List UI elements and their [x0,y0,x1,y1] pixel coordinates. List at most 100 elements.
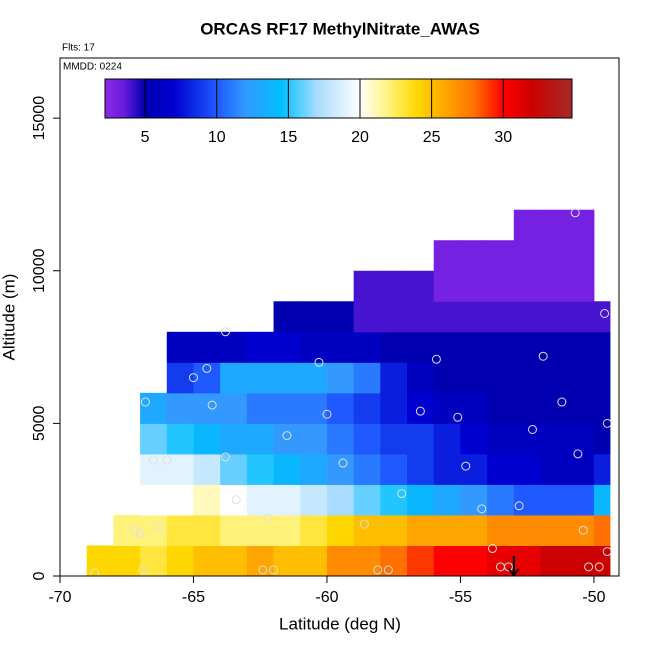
heat-cell [273,484,301,516]
heat-cell [273,301,301,333]
heat-cell [380,453,408,485]
heat-cell [140,545,168,576]
sample-point [140,397,150,407]
sample-point [263,513,273,523]
heat-cell [567,453,595,485]
heat-cell [567,331,595,363]
heat-cell [460,240,488,272]
heat-cell [193,392,221,424]
y-tick-label: 15000 [31,96,48,141]
heat-cell [567,423,595,455]
heat-cell [460,392,488,424]
sample-point [602,547,612,557]
heat-cell [193,331,221,363]
heat-cell [487,392,515,424]
heat-cell [567,545,595,576]
heat-cell [487,484,515,516]
heat-cell [460,484,488,516]
heat-cell [140,514,168,546]
heat-cell [407,270,435,302]
heat-cell [326,423,355,455]
y-tick-label: 0 [31,571,48,580]
sample-point [461,461,471,471]
heat-cell [246,392,275,424]
heat-cell [460,423,488,455]
heat-cell [407,453,435,485]
colorbar-fill [104,78,573,119]
heat-cell [487,270,515,302]
heat-cell [353,301,381,333]
heat-cell [567,484,595,516]
heat-cell [326,392,355,424]
colorbar-tick-label: 5 [141,129,150,146]
arrow-head [508,568,520,577]
sample-point [258,565,268,575]
heat-cell [193,362,221,394]
sample-point [282,431,292,441]
heat-cell [140,423,168,455]
heat-cell [220,514,248,546]
heatmap [86,208,612,576]
heat-cell [353,453,381,485]
heat-cell [433,514,461,546]
heat-cell [380,362,408,394]
heat-cell [540,453,568,485]
heat-cell [326,514,355,546]
heat-cell [246,423,275,455]
heat-cell [513,209,542,241]
sample-point [453,412,463,422]
heat-cell [326,453,355,485]
heat-cell [140,484,168,516]
heat-cell [567,392,595,424]
heat-cell [407,362,435,394]
heat-cell [300,545,328,576]
x-tick-label: -50 [582,589,605,606]
heat-cell [220,453,248,485]
heat-cell [460,270,488,302]
heat-cell [487,240,515,272]
heat-cell [166,392,194,424]
heat-cell [567,362,595,394]
heat-cell [300,423,328,455]
heat-cell [460,514,488,546]
heat-cell [433,362,461,394]
plot-frame [59,57,620,577]
annotation: MMDD: 0224 [63,62,122,73]
heat-cell [513,545,542,576]
heat-cell [487,362,515,394]
sample-point [130,525,140,535]
sample-point [538,351,548,361]
sample-point [221,452,231,462]
sample-point [231,495,241,505]
heat-cell [593,453,611,485]
x-axis-label: Latitude (deg N) [279,614,401,633]
heat-cell [407,392,435,424]
heat-cell [353,484,381,516]
sample-point [600,308,610,318]
heat-cell [220,484,248,516]
y-tick-label: 10000 [31,248,48,293]
colorbar: 5 10 15 20 25 30 [104,78,573,146]
heat-cell [273,514,301,546]
heat-cell [246,362,275,394]
heat-cell [540,331,568,363]
heat-cell [460,301,488,333]
heat-cell [300,362,328,394]
colorbar-tick-label: 20 [351,129,369,146]
heat-cell [380,392,408,424]
heat-cell [513,484,542,516]
heat-cell [540,270,568,302]
heat-cell [433,423,461,455]
heat-cell [193,423,221,455]
colorbar-tick-label: 15 [279,129,297,146]
heat-cell [326,545,355,576]
x-tick-label: -65 [182,589,205,606]
heat-cell [433,270,461,302]
heat-cell [567,301,595,333]
sample-point [514,501,524,511]
heat-cell [326,484,355,516]
heat-cell [487,453,515,485]
heat-cell [407,423,435,455]
heat-cell [300,392,328,424]
heat-cell [540,545,568,576]
